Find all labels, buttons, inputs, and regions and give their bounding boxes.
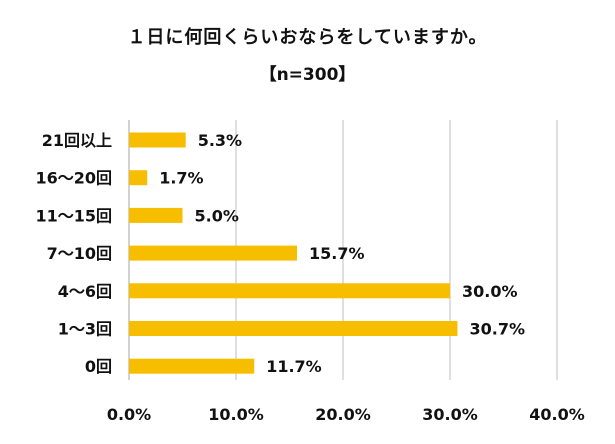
data-label: 5.0%	[195, 206, 239, 225]
category-labels: 21回以上 16～20回 11～15回 7～10回 4～6回 1～3回 0回	[35, 131, 112, 376]
x-tick-label: 10.0%	[208, 405, 264, 424]
data-label: 1.7%	[159, 169, 203, 188]
data-label: 5.3%	[198, 131, 242, 150]
category-label: 16～20回	[35, 169, 112, 188]
x-tick-label: 40.0%	[529, 405, 585, 424]
x-tick-labels: 0.0% 10.0% 20.0% 30.0% 40.0%	[107, 405, 585, 424]
x-tick-label: 0.0%	[107, 405, 151, 424]
data-label: 30.7%	[469, 320, 525, 339]
chart-title: １日に何回くらいおならをしていますか。	[127, 27, 488, 48]
value-labels: 5.3% 1.7% 5.0% 15.7% 30.0% 30.7% 11.7%	[159, 131, 525, 376]
x-tick-label: 30.0%	[422, 405, 478, 424]
bar	[129, 132, 186, 148]
category-label: 7～10回	[47, 244, 112, 263]
bar	[129, 170, 148, 186]
category-label: 4～6回	[58, 282, 112, 301]
bar	[129, 283, 450, 299]
category-label: 1～3回	[58, 320, 112, 339]
bars	[129, 132, 458, 374]
data-label: 30.0%	[462, 282, 518, 301]
bar	[129, 358, 255, 374]
bar	[129, 245, 297, 261]
category-label: 21回以上	[42, 131, 112, 150]
bar	[129, 321, 458, 336]
category-label: 11～15回	[35, 206, 112, 225]
chart-subtitle: 【n=300】	[259, 65, 356, 85]
data-label: 11.7%	[266, 357, 322, 376]
data-label: 15.7%	[309, 244, 365, 263]
x-tick-label: 20.0%	[315, 405, 371, 424]
category-label: 0回	[85, 357, 112, 376]
bar	[129, 207, 183, 223]
